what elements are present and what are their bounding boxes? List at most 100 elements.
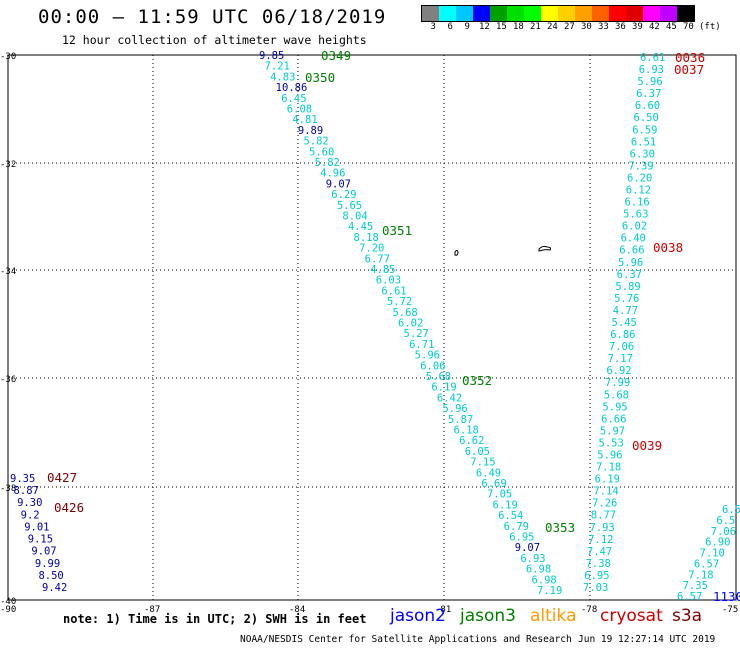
island-outline	[538, 245, 552, 252]
swh-value: 6.20	[627, 172, 652, 184]
swh-value: 6.51	[631, 136, 656, 148]
swh-value: 7.99	[605, 377, 630, 389]
swh-value: 6.69	[481, 478, 506, 490]
generated-timestamp: Jun 19 12:27:14 UTC 2019	[578, 634, 716, 645]
color-swatch	[524, 6, 541, 21]
swh-value: 5.53	[599, 437, 624, 449]
color-scale-label: 3	[430, 22, 436, 32]
swh-value: 9.15	[28, 534, 53, 546]
swh-value: 6.5	[716, 515, 735, 527]
swh-value: 6.98	[531, 574, 556, 586]
swh-value: 6.50	[634, 112, 659, 124]
swh-value: 6.98	[526, 564, 551, 576]
swh-value: 6.57	[677, 591, 702, 603]
swh-value: 5.82	[315, 157, 340, 169]
color-scale-label: 33	[598, 22, 609, 32]
color-swatch	[558, 6, 575, 21]
color-scale-label: 6	[447, 22, 453, 32]
swh-value: 7.03	[583, 582, 608, 594]
swh-value: 4.45	[348, 221, 373, 233]
swh-value: 6.5	[722, 504, 740, 516]
swh-value: 7.14	[593, 486, 618, 498]
swh-value: 9.2	[21, 509, 40, 521]
swh-value: 5.60	[309, 146, 334, 158]
swh-value: 7.06	[711, 526, 736, 538]
swh-value: 6.61	[640, 52, 665, 64]
swh-value: 7.47	[587, 546, 612, 558]
time-label: 0037	[674, 62, 704, 77]
swh-value: 5.82	[303, 136, 328, 148]
swh-value: 4.77	[613, 305, 638, 317]
swh-value: 10.86	[276, 82, 308, 94]
swh-value: 5.68	[604, 389, 629, 401]
color-swatch	[507, 6, 524, 21]
color-scale-label: 27	[564, 22, 575, 32]
swh-value: 7.05	[487, 489, 512, 501]
lon-tick-label: -84	[289, 605, 305, 615]
swh-value: 6.93	[639, 64, 664, 76]
swh-value: 9.07	[515, 542, 540, 554]
swh-value: 7.17	[608, 353, 633, 365]
swh-value: 5.72	[387, 296, 412, 308]
legend-altika: altika	[530, 606, 577, 626]
swh-value: 6.86	[610, 329, 635, 341]
swh-value: 6.02	[398, 318, 423, 330]
page-title: 00:00 – 11:59 UTC 06/18/2019	[38, 6, 387, 28]
color-scale-label: 45	[666, 22, 677, 32]
swh-value: 5.97	[600, 425, 625, 437]
color-swatch	[439, 6, 456, 21]
color-scale-label: 18	[513, 22, 524, 32]
legend-s3a: s3a	[672, 606, 703, 626]
color-scale-label: 30	[581, 22, 592, 32]
swh-value: 7.21	[265, 61, 290, 73]
swh-value: 9.89	[298, 125, 323, 137]
swh-value: 8.87	[14, 485, 39, 497]
swh-value: 5.87	[448, 414, 473, 426]
lat-tick-label: -30	[0, 52, 16, 62]
swh-value: 9.07	[31, 546, 56, 558]
swh-value: 7.38	[586, 558, 611, 570]
color-scale-label: 39	[632, 22, 643, 32]
swh-value: 6.30	[630, 148, 655, 160]
time-label: 1130	[713, 589, 740, 604]
color-swatch	[677, 6, 694, 21]
legend-cryosat: cryosat	[600, 606, 663, 626]
swh-value: 7.93	[589, 522, 614, 534]
swh-value: 4.81	[292, 114, 317, 126]
color-swatch	[541, 6, 558, 21]
swh-value: 9.85	[259, 50, 284, 62]
swh-value: 6.49	[476, 467, 501, 479]
lon-tick-label: -78	[581, 605, 597, 615]
lon-tick-label: -90	[0, 605, 16, 615]
swh-value: 6.19	[595, 474, 620, 486]
swh-value: 5.76	[614, 293, 639, 305]
lat-tick-label: -32	[0, 160, 16, 170]
color-scale-bar	[421, 5, 695, 22]
swh-value: 4.85	[370, 264, 395, 276]
swh-value: 7.18	[596, 462, 621, 474]
color-scale-label: 36	[615, 22, 626, 32]
swh-value: 9.99	[35, 558, 60, 570]
lat-tick-label: -38	[0, 484, 16, 494]
swh-value: 6.59	[632, 124, 657, 136]
color-swatch	[422, 6, 439, 21]
map-frame	[7, 54, 737, 601]
island-outline	[454, 250, 459, 256]
swh-value: 6.42	[437, 392, 462, 404]
color-swatch	[643, 6, 660, 21]
swh-value: 6.29	[331, 189, 356, 201]
time-label: 0039	[632, 438, 662, 453]
swh-value: 6.61	[381, 285, 406, 297]
swh-value: 9.42	[42, 582, 67, 594]
swh-value: 5.27	[404, 328, 429, 340]
color-scale-label: 70	[683, 22, 694, 32]
color-swatch	[490, 6, 507, 21]
swh-value: 9.07	[326, 178, 351, 190]
swh-value: 5.68	[392, 307, 417, 319]
lat-tick-label: -34	[0, 267, 16, 277]
swh-value: 6.79	[504, 521, 529, 533]
swh-value: 5.63	[623, 209, 648, 221]
color-swatch	[626, 6, 643, 21]
color-scale-label: 24	[547, 22, 558, 32]
swh-value: 6.93	[520, 553, 545, 565]
